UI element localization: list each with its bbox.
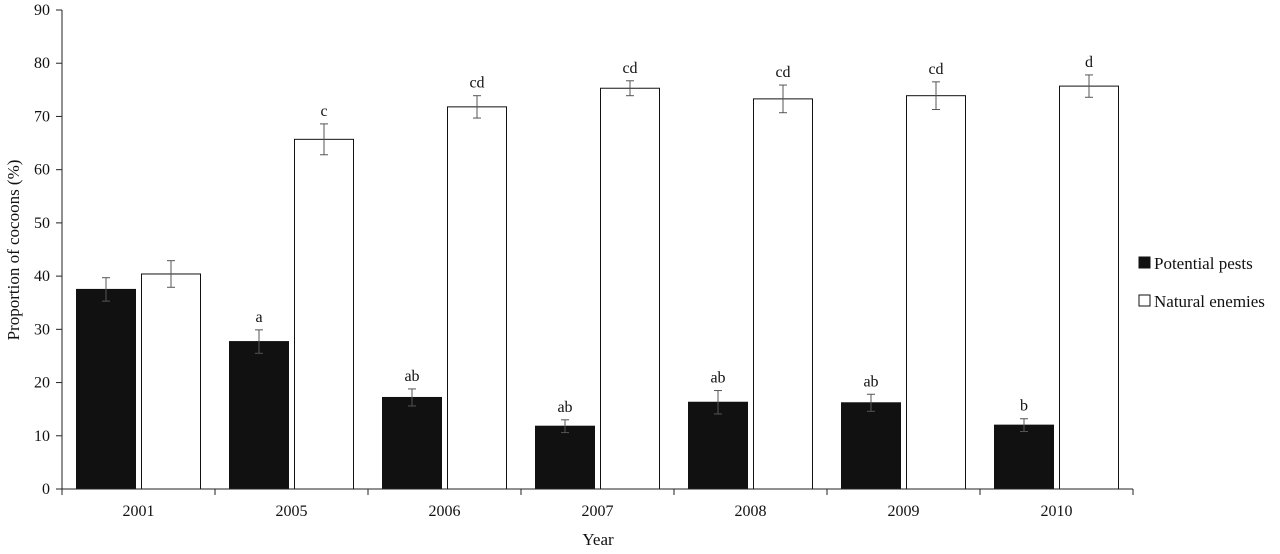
significance-letter: c <box>320 103 327 120</box>
bar-natural-enemies <box>447 106 507 490</box>
y-tick-label: 30 <box>34 321 50 338</box>
bar-potential-pests <box>229 341 289 490</box>
x-tick-label: 2006 <box>429 503 461 520</box>
bar-natural-enemies <box>1059 85 1119 490</box>
significance-letter: ab <box>557 399 572 416</box>
y-tick-label: 60 <box>34 162 50 179</box>
y-tick-label: 20 <box>34 375 50 392</box>
x-axis-title: Year <box>582 530 614 549</box>
significance-letter: ab <box>863 373 878 390</box>
bar-natural-enemies <box>141 273 201 490</box>
bar-potential-pests <box>535 425 595 490</box>
legend-label-natural-enemies: Natural enemies <box>1154 292 1265 311</box>
bar-potential-pests <box>382 396 442 490</box>
significance-letter: a <box>255 309 262 326</box>
bar-potential-pests <box>994 424 1054 490</box>
plot-area: a ab ab ab ab b c cd cd cd cd d <box>76 54 1119 490</box>
significance-letter: cd <box>928 61 943 78</box>
y-axis-title: Proportion of cocoons (%) <box>4 160 23 341</box>
y-tick-label: 50 <box>34 215 50 232</box>
significance-letter: cd <box>469 75 484 92</box>
x-tick-label: 2010 <box>1041 503 1073 520</box>
significance-letter: b <box>1020 398 1028 415</box>
y-tick-label: 40 <box>34 268 50 285</box>
y-tick-label: 90 <box>34 2 50 19</box>
bar-natural-enemies <box>600 87 660 490</box>
y-tick-label: 0 <box>42 481 50 498</box>
legend-label-potential-pests: Potential pests <box>1154 254 1253 273</box>
x-tick-label: 2009 <box>888 503 920 520</box>
x-tick-label: 2008 <box>735 503 767 520</box>
bar-natural-enemies <box>906 95 966 490</box>
x-tick-label: 2005 <box>276 503 308 520</box>
y-tick-label: 80 <box>34 55 50 72</box>
significance-letter: cd <box>775 64 790 81</box>
y-tick-label: 10 <box>34 428 50 445</box>
bar-natural-enemies <box>294 138 354 490</box>
bar-potential-pests <box>688 401 748 490</box>
bar-natural-enemies <box>753 98 813 490</box>
bar-potential-pests <box>841 402 901 490</box>
x-tick-label: 2001 <box>123 503 155 520</box>
x-axis: 2001 2005 2006 2007 2008 2009 2010 <box>61 488 1134 520</box>
significance-letter: ab <box>710 370 725 387</box>
bar-potential-pests <box>76 288 136 490</box>
y-tick-label: 70 <box>34 108 50 125</box>
legend: Potential pests Natural enemies <box>1138 254 1265 311</box>
legend-swatch-potential-pests <box>1138 256 1151 269</box>
legend-swatch-natural-enemies <box>1138 294 1151 307</box>
significance-letter: d <box>1085 54 1093 71</box>
y-axis: 0 10 20 30 40 50 60 70 80 90 <box>34 2 63 498</box>
significance-letter: cd <box>622 60 637 77</box>
x-tick-label: 2007 <box>582 503 614 520</box>
significance-letter: ab <box>404 368 419 385</box>
